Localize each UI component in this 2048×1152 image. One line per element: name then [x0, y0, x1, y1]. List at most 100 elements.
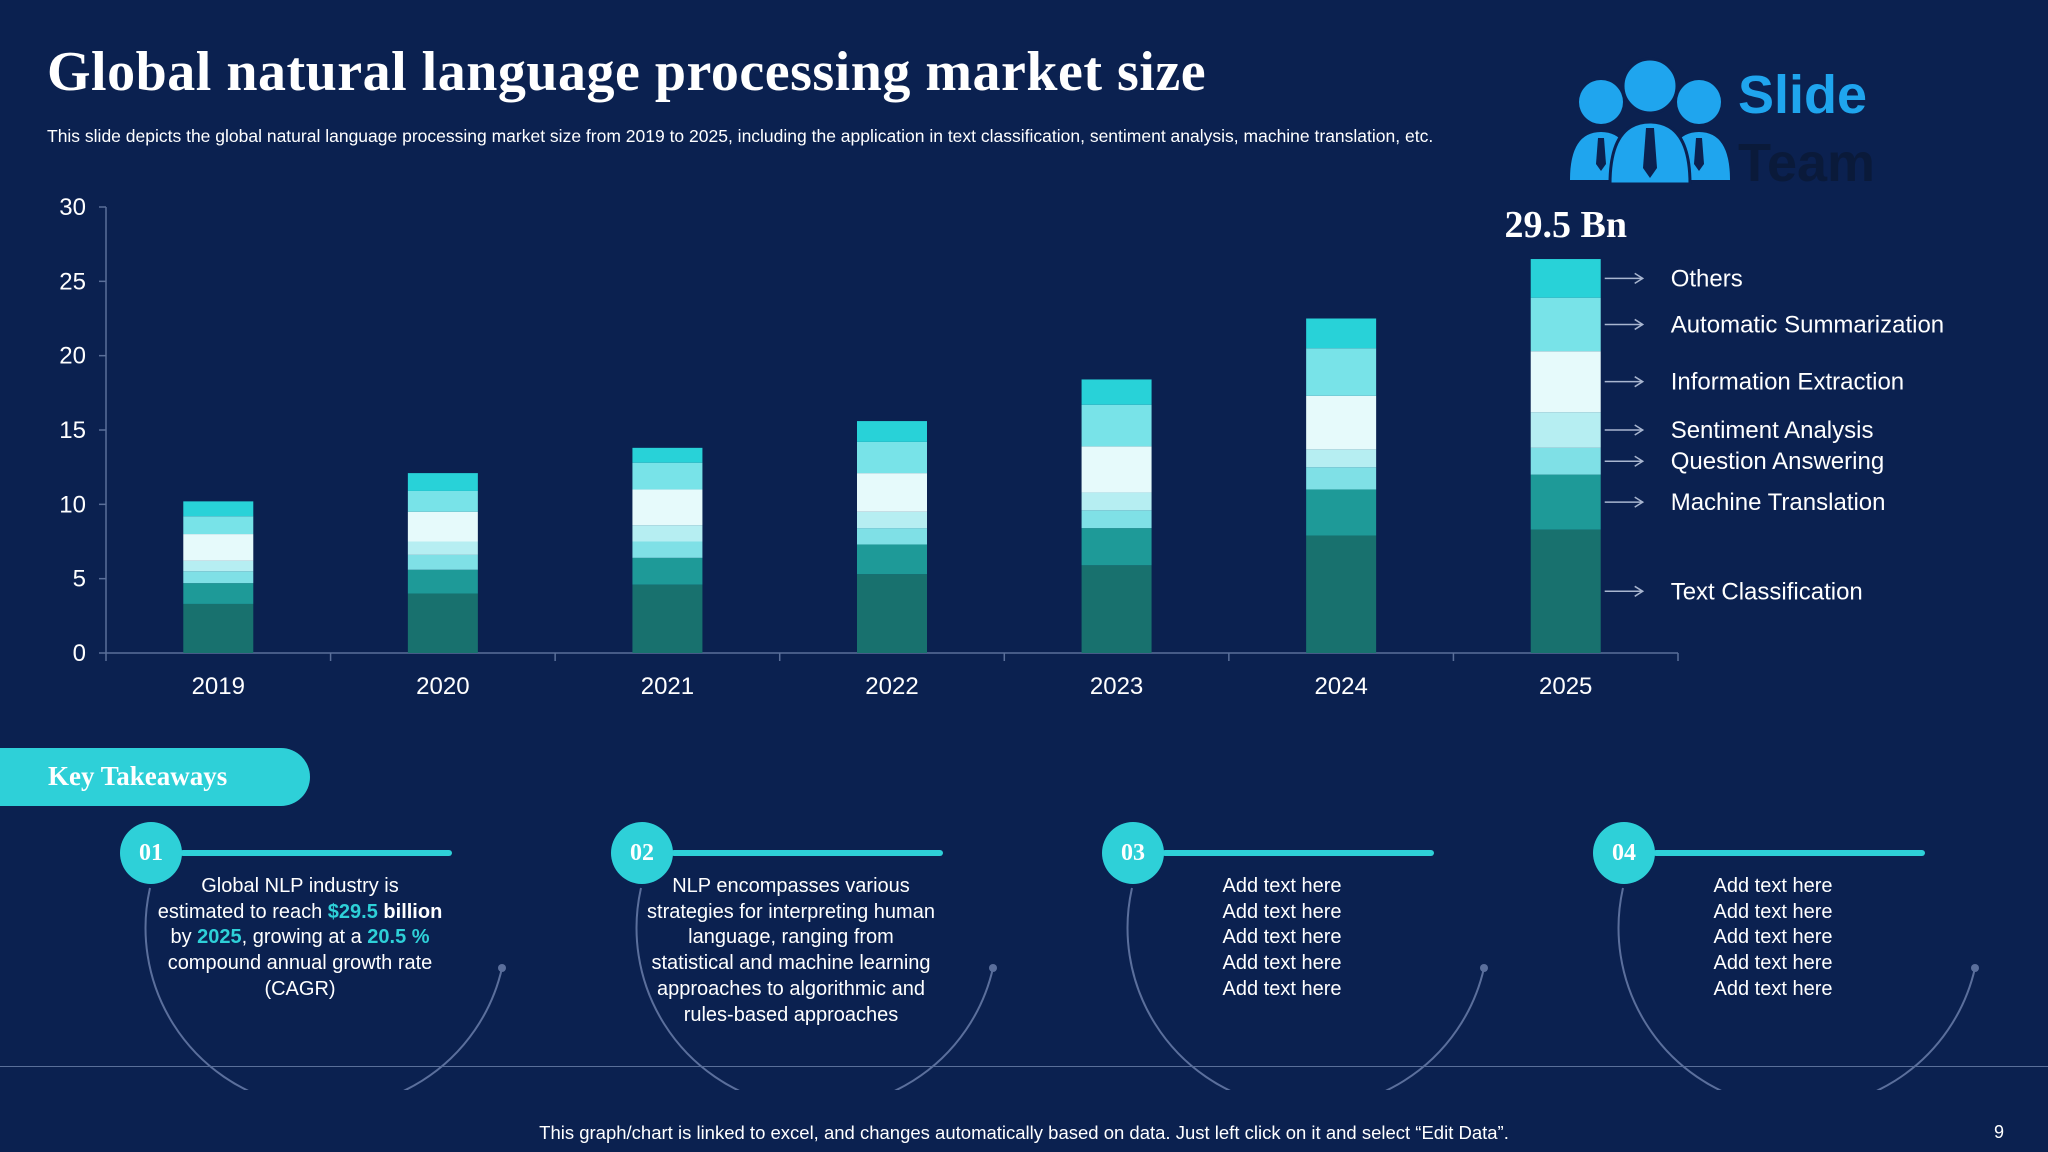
takeaway-accent-line [671, 850, 943, 856]
bar-segment-machine-translation [407, 569, 478, 594]
bar-segment-question-answering [1081, 510, 1152, 529]
bar-segment-text-classification [1306, 535, 1377, 653]
x-tick-label: 2022 [865, 673, 918, 700]
bar-segment-question-answering [1530, 447, 1601, 475]
bar-segment-sentiment-analysis [1530, 412, 1601, 448]
bar-segment-machine-translation [632, 557, 703, 585]
bar-segment-question-answering [407, 554, 478, 570]
takeaway-number: 04 [1593, 822, 1655, 884]
takeaway-text: Global NLP industry is estimated to reac… [157, 875, 443, 1000]
takeaway-arc [635, 887, 997, 1090]
takeaway-arc [144, 887, 506, 1090]
bar-segment-information-extraction [1306, 395, 1377, 450]
slideteam-logo: Slide Team [1568, 56, 1898, 193]
takeaway-card-03: 03 Add text here Add text here Add text … [1102, 820, 1522, 1090]
bar-segment-sentiment-analysis [407, 541, 478, 555]
bar-segment-automatic-summarization [407, 490, 478, 512]
legend-label: Sentiment Analysis [1671, 417, 1874, 444]
bar-segment-sentiment-analysis [1081, 492, 1152, 511]
legend-arrow-head [1634, 376, 1645, 388]
takeaway-text: NLP encompasses various strategies for i… [647, 875, 935, 1026]
y-tick-label: 20 [59, 343, 86, 370]
takeaway-number: 02 [611, 822, 673, 884]
bar-segment-automatic-summarization [183, 516, 254, 535]
bar-segment-information-extraction [1530, 351, 1601, 413]
people-icon [1570, 57, 1730, 186]
takeaway-card-04: 04 Add text here Add text here Add text … [1593, 820, 2013, 1090]
takeaway-number: 01 [120, 822, 182, 884]
legend-arrow-head [1634, 455, 1645, 467]
y-tick-label: 30 [59, 194, 86, 221]
bar-segment-automatic-summarization [632, 462, 703, 490]
legend-arrow-head [1634, 496, 1645, 508]
bar-segment-information-extraction [632, 489, 703, 526]
bar-segment-automatic-summarization [1081, 404, 1152, 447]
bar-segment-others [407, 473, 478, 491]
bar-segment-machine-translation [1530, 474, 1601, 530]
y-tick-label: 5 [73, 566, 86, 593]
bar-segment-others [183, 501, 254, 517]
x-tick-label: 2020 [416, 673, 469, 700]
bar-segment-information-extraction [857, 473, 927, 512]
key-takeaways-tab: Key Takeaways [0, 748, 310, 806]
slide-subtitle: This slide depicts the global natural la… [47, 126, 1434, 146]
bar-segment-sentiment-analysis [183, 560, 254, 572]
slide-title: Global natural language processing marke… [47, 41, 1207, 103]
bar-segment-automatic-summarization [1306, 348, 1377, 396]
takeaway-card-02: 02 NLP encompasses various strategies fo… [611, 820, 1031, 1090]
legend-arrow-head [1634, 272, 1645, 284]
legend-label: Others [1671, 265, 1743, 292]
takeaway-accent-line [180, 850, 452, 856]
x-tick-label: 2019 [192, 673, 245, 700]
bar-segment-question-answering [857, 528, 927, 545]
bar-segment-text-classification [1081, 565, 1152, 653]
x-tick-label: 2021 [641, 673, 694, 700]
y-tick-label: 10 [59, 491, 86, 518]
bar-segment-information-extraction [407, 511, 478, 542]
bar-segment-automatic-summarization [1530, 297, 1601, 352]
legend-label: Machine Translation [1671, 489, 1886, 516]
bar-segment-others [857, 421, 927, 442]
legend-label: Information Extraction [1671, 369, 1904, 396]
key-takeaways-label: Key Takeaways [48, 761, 228, 791]
legend-label: Text Classification [1671, 578, 1863, 605]
bar-segment-automatic-summarization [857, 441, 927, 474]
legend-label: Question Answering [1671, 448, 1884, 475]
bar-segment-information-extraction [1081, 446, 1152, 493]
legend-arrow-head [1634, 585, 1645, 597]
legend-arrow-head [1634, 424, 1645, 436]
total-annotation: 29.5 Bn [1504, 204, 1626, 246]
takeaway-arc [1126, 887, 1488, 1090]
x-tick-label: 2023 [1090, 673, 1143, 700]
bar-segment-information-extraction [183, 534, 254, 561]
bar-segment-sentiment-analysis [1306, 449, 1377, 468]
y-tick-label: 25 [59, 268, 86, 295]
footer-divider [0, 1066, 2048, 1067]
takeaway-arc [1617, 887, 1979, 1090]
y-tick-label: 0 [73, 640, 86, 667]
bar-segment-machine-translation [1081, 528, 1152, 566]
takeaway-text: Add text here Add text here Add text her… [1713, 875, 1833, 1000]
bar-segment-question-answering [632, 541, 703, 558]
takeaway-accent-line [1162, 850, 1434, 856]
footer-note: This graph/chart is linked to excel, and… [539, 1122, 1509, 1143]
bar-segment-others [1306, 318, 1377, 349]
bar-segment-text-classification [407, 593, 478, 653]
x-tick-label: 2025 [1539, 673, 1592, 700]
takeaway-card-01: 01 Global NLP industry is estimated to r… [120, 820, 540, 1090]
bar-segment-text-classification [183, 603, 254, 653]
takeaway-text: Add text here Add text here Add text her… [1222, 875, 1342, 1000]
y-tick-label: 15 [59, 417, 86, 444]
bar-segment-sentiment-analysis [632, 525, 703, 542]
x-tick-label: 2024 [1314, 673, 1367, 700]
bar-segment-text-classification [632, 584, 703, 653]
bar-segment-question-answering [1306, 467, 1377, 490]
logo-text-slide: Slide [1738, 65, 1868, 125]
bar-segment-sentiment-analysis [857, 511, 927, 529]
bar-segment-machine-translation [183, 583, 254, 604]
bar-segment-text-classification [1530, 529, 1601, 653]
takeaway-number: 03 [1102, 822, 1164, 884]
bar-segment-machine-translation [1306, 489, 1377, 536]
bar-segment-others [632, 447, 703, 463]
